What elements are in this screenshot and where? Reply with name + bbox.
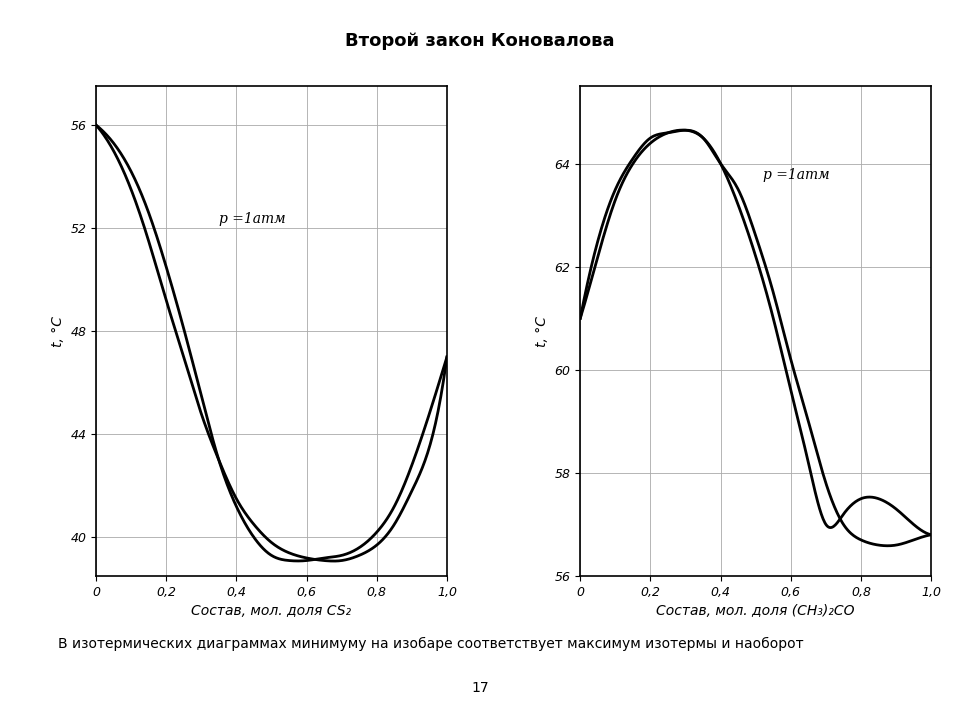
Text: p =1атм: p =1атм — [763, 168, 829, 182]
Text: p =1атм: p =1атм — [219, 212, 285, 226]
Y-axis label: t, °C: t, °C — [51, 315, 64, 347]
X-axis label: Состав, мол. доля (CH₃)₂CO: Состав, мол. доля (CH₃)₂CO — [657, 604, 855, 618]
Text: В изотермических диаграммах минимуму на изобаре соответствует максимум изотермы : В изотермических диаграммах минимуму на … — [58, 637, 804, 652]
Text: 17: 17 — [471, 681, 489, 695]
X-axis label: Состав, мол. доля CS₂: Состав, мол. доля CS₂ — [191, 604, 351, 618]
Y-axis label: t, °C: t, °C — [535, 315, 549, 347]
Text: Второй закон Коновалова: Второй закон Коновалова — [346, 32, 614, 50]
